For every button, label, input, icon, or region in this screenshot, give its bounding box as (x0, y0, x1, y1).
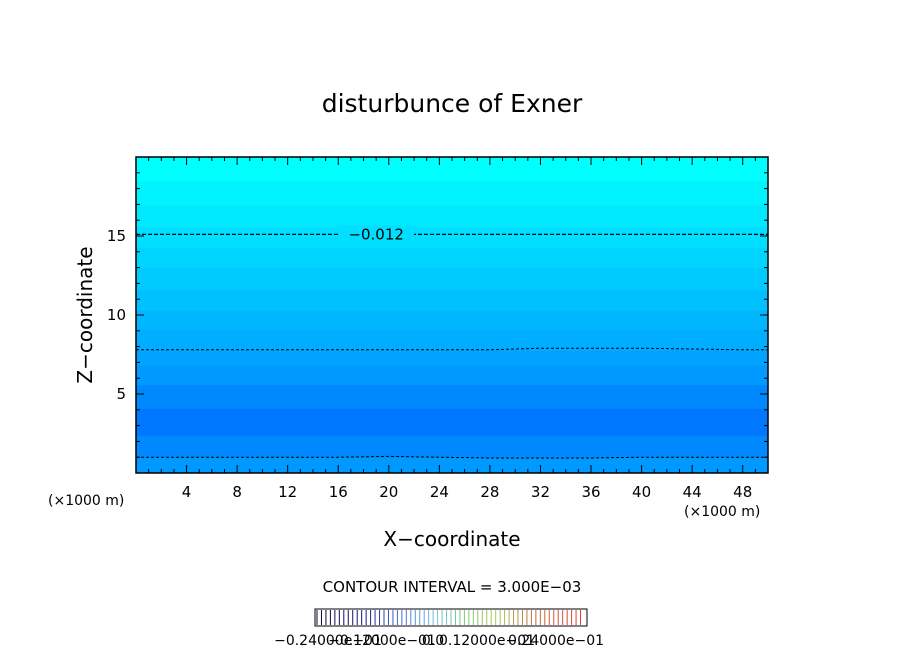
x-tick-label: 20 (379, 483, 398, 501)
y-tick-label: 5 (116, 385, 126, 403)
colorbar-label: 0.12000e−01 (439, 633, 535, 649)
x-tick-label: 40 (632, 483, 651, 501)
fill-bands (136, 157, 768, 473)
colorbar-label: −0.12000e−01 (328, 633, 436, 649)
x-tick-label: 32 (531, 483, 550, 501)
fill-band-1 (136, 435, 768, 458)
fill-band-12 (136, 204, 768, 228)
x-tick-label: 48 (733, 483, 752, 501)
fill-band-4 (136, 365, 768, 386)
fill-band-14 (136, 157, 768, 182)
fill-band-10 (136, 247, 768, 269)
fill-band-0 (136, 457, 768, 473)
fill-band-7 (136, 310, 768, 330)
y-axis-label: Z−coordinate (73, 246, 97, 383)
fill-band-2 (136, 408, 768, 436)
chart-title: disturbunce of Exner (322, 89, 583, 118)
colorbar-labels: −0.24000e−01−0.12000e−010.00.12000e−010.… (274, 633, 604, 649)
contour-line-2 (136, 455, 768, 459)
contour-interval-text: CONTOUR INTERVAL = 3.000E−03 (323, 578, 582, 596)
x-tick-label: 44 (683, 483, 702, 501)
fill-band-6 (136, 329, 768, 351)
x-tick-label: 12 (278, 483, 297, 501)
contour-label-bg-0 (338, 225, 415, 244)
contour-label-0: −0.012 (348, 225, 404, 243)
y-ticks: 5 10 15 (107, 172, 768, 458)
colorbar-label: −0.24000e−01 (274, 633, 382, 649)
x-tick-label: 24 (430, 483, 449, 501)
x-axis-unit-right: (×1000 m) (684, 504, 760, 520)
colorbar (314, 608, 588, 627)
x-tick-label: 28 (480, 483, 499, 501)
fill-band-8 (136, 289, 768, 311)
colorbar-label: 0.0 (422, 633, 444, 649)
y-tick-label: 15 (107, 227, 126, 245)
fill-band-13 (136, 180, 768, 205)
fill-band-3 (136, 384, 768, 409)
x-tick-label: 16 (329, 483, 348, 501)
x-tick-label: 36 (581, 483, 600, 501)
fill-band-5 (136, 349, 768, 367)
x-axis-unit-left: (×1000 m) (48, 493, 124, 509)
fill-band-9 (136, 267, 768, 291)
colorbar-label: 0.24000e−01 (508, 633, 604, 649)
x-tick-label: 8 (232, 483, 242, 501)
x-tick-label: 4 (182, 483, 192, 501)
fill-band-11 (136, 226, 768, 248)
x-ticks: 4 8 12 16 20 24 28 32 36 40 44 48 (148, 157, 756, 501)
y-tick-label: 10 (107, 306, 126, 324)
x-axis-label: X−coordinate (383, 527, 520, 551)
contour-line-1 (136, 347, 768, 351)
contour-lines: −0.012 (136, 225, 768, 459)
